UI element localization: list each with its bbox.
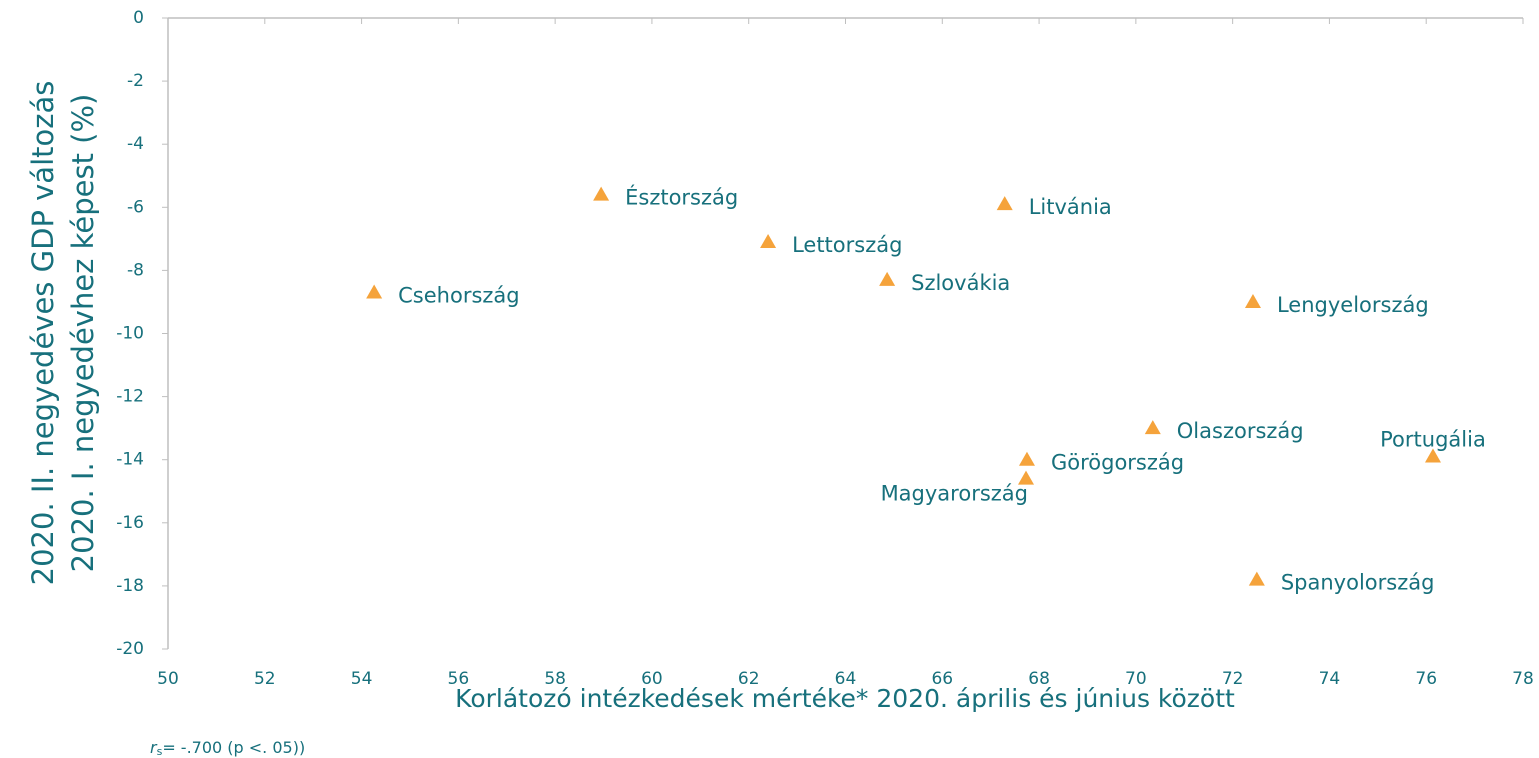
x-axis-title: Korlátozó intézkedések mértéke* 2020. áp…	[455, 684, 1235, 713]
point	[879, 271, 896, 286]
y-tick-label: -14	[116, 450, 144, 470]
y-tick-label: -2	[127, 71, 144, 91]
annotation-subscript: s	[157, 745, 163, 758]
point-label: Magyarország	[881, 482, 1028, 506]
x-tick-label: 50	[157, 669, 179, 689]
point	[1018, 470, 1035, 485]
point	[996, 196, 1013, 211]
x-tick-label: 54	[351, 669, 373, 689]
x-tick-label: 52	[254, 669, 276, 689]
x-tick-label: 60	[641, 669, 663, 689]
x-tick-label: 58	[544, 669, 566, 689]
point-label: Olaszország	[1177, 419, 1304, 443]
point-label: Lettország	[792, 233, 902, 257]
point-label: Portugália	[1380, 428, 1486, 452]
x-tick-label: 74	[1319, 669, 1341, 689]
y-tick-label: -18	[116, 576, 144, 596]
point	[1244, 293, 1261, 308]
y-tick-label: -20	[116, 639, 144, 659]
x-tick-label: 62	[738, 669, 760, 689]
point	[1248, 571, 1265, 586]
point	[1144, 420, 1161, 435]
point	[1018, 451, 1035, 466]
x-tick-label: 70	[1125, 669, 1147, 689]
point	[366, 284, 383, 299]
annotation-text: = -.700 (p <. 05))	[162, 738, 305, 757]
point-label: Csehország	[398, 283, 519, 307]
y-axis-title: 2020. II. negyedéves GDP változás	[26, 81, 60, 586]
point-label: Litvánia	[1029, 195, 1112, 219]
y-tick-label: -4	[127, 134, 144, 154]
point	[1424, 448, 1441, 463]
x-tick-label: 66	[931, 669, 953, 689]
point-label: Szlovákia	[911, 271, 1010, 295]
x-tick-label: 56	[448, 669, 470, 689]
x-tick-label: 78	[1512, 669, 1534, 689]
y-tick-label: -12	[116, 387, 144, 407]
point-label: Görögország	[1051, 451, 1184, 475]
x-tick-label: 72	[1222, 669, 1244, 689]
x-tick-label: 64	[835, 669, 857, 689]
point	[593, 186, 610, 201]
point	[760, 234, 777, 249]
y-tick-label: -8	[127, 260, 144, 280]
y-tick-label: 0	[133, 8, 144, 28]
y-tick-label: -16	[116, 513, 144, 533]
annotation-symbol: r	[150, 738, 158, 757]
point-label: Észtország	[625, 185, 738, 210]
point-label: Lengyelország	[1277, 293, 1429, 317]
x-tick-label: 68	[1028, 669, 1050, 689]
y-tick-label: -10	[116, 324, 144, 344]
y-axis-title: 2020. I. negyedévhez képest (%)	[66, 94, 100, 573]
point-label: Spanyolország	[1281, 571, 1435, 595]
x-tick-label: 76	[1415, 669, 1437, 689]
y-tick-label: -6	[127, 197, 144, 217]
annotation: rs= -.700 (p <. 05))	[150, 738, 305, 758]
